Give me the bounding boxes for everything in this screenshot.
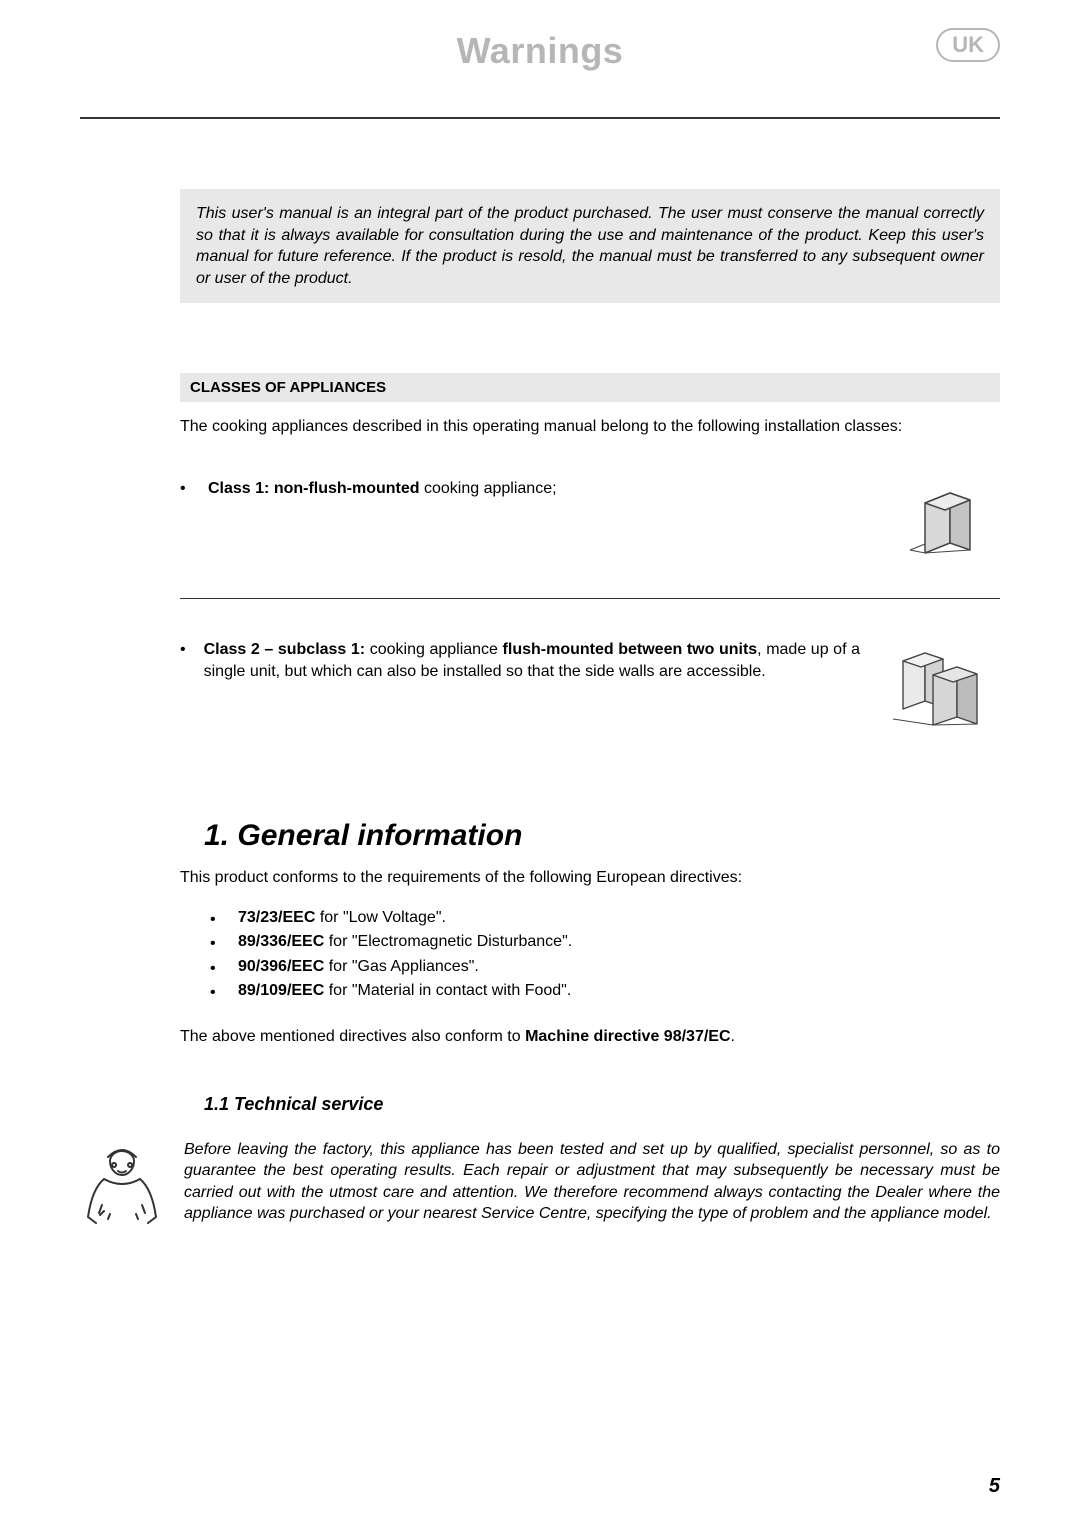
bullet-icon: •: [210, 909, 220, 931]
conform-pre: The above mentioned directives also conf…: [180, 1028, 525, 1045]
class2-bold2: flush-mounted between two units: [503, 641, 758, 658]
directive-code: 73/23/EEC: [238, 909, 315, 926]
chapter-intro: This product conforms to the requirement…: [180, 867, 1000, 889]
manual-notice-box: This user's manual is an integral part o…: [180, 189, 1000, 303]
directive-code: 89/109/EEC: [238, 982, 324, 999]
class2-bold1: Class 2 – subclass 1:: [204, 641, 366, 658]
class1-rest: cooking appliance;: [420, 480, 557, 497]
directive-list: • 73/23/EEC for "Low Voltage". • 89/336/…: [210, 909, 1000, 1004]
class1-line: Class 1: non-flush-mounted cooking appli…: [208, 478, 557, 500]
directive-code: 90/396/EEC: [238, 958, 324, 975]
bullet-icon: •: [210, 958, 220, 980]
directive-line: 89/336/EEC for "Electromagnetic Disturba…: [238, 933, 572, 955]
chapter-title: 1. General information: [204, 819, 1000, 853]
directive-desc: for "Gas Appliances".: [324, 958, 479, 975]
directive-item: • 89/109/EEC for "Material in contact wi…: [210, 982, 1000, 1004]
main-content: This user's manual is an integral part o…: [0, 189, 1080, 1115]
conform-bold: Machine directive 98/37/EC: [525, 1028, 730, 1045]
header-title: Warnings: [457, 30, 624, 72]
directive-desc: for "Low Voltage".: [315, 909, 446, 926]
class1-diagram: [880, 478, 1000, 568]
bullet-icon: •: [180, 639, 186, 682]
technician-icon: [80, 1145, 160, 1235]
class2-diagram: [880, 639, 1000, 739]
bullet-icon: •: [180, 478, 190, 500]
directive-code: 89/336/EEC: [238, 933, 324, 950]
cube-single-icon: [895, 478, 985, 568]
region-badge: UK: [936, 28, 1000, 62]
header-divider: [80, 117, 1000, 119]
page-number: 5: [989, 1475, 1000, 1498]
conform-line: The above mentioned directives also conf…: [180, 1026, 1000, 1048]
directive-line: 90/396/EEC for "Gas Appliances".: [238, 958, 479, 980]
class1-bold: Class 1: non-flush-mounted: [208, 480, 420, 497]
directive-line: 89/109/EEC for "Material in contact with…: [238, 982, 571, 1004]
directive-desc: for "Material in contact with Food".: [324, 982, 571, 999]
directive-item: • 89/336/EEC for "Electromagnetic Distur…: [210, 933, 1000, 955]
directive-line: 73/23/EEC for "Low Voltage".: [238, 909, 446, 931]
class1-text: • Class 1: non-flush-mounted cooking app…: [180, 478, 860, 500]
sub-chapter-title: 1.1 Technical service: [204, 1094, 1000, 1115]
classes-heading: CLASSES OF APPLIANCES: [180, 373, 1000, 402]
class2-line: Class 2 – subclass 1: cooking appliance …: [204, 639, 860, 682]
page-header: Warnings UK: [0, 0, 1080, 92]
class2-row: • Class 2 – subclass 1: cooking applianc…: [180, 639, 1000, 739]
directive-item: • 90/396/EEC for "Gas Appliances".: [210, 958, 1000, 980]
directive-desc: for "Electromagnetic Disturbance".: [324, 933, 572, 950]
class2-mid: cooking appliance: [365, 641, 502, 658]
class2-text: • Class 2 – subclass 1: cooking applianc…: [180, 639, 860, 682]
bullet-icon: •: [210, 982, 220, 1004]
class-divider: [180, 598, 1000, 599]
service-text: Before leaving the factory, this applian…: [184, 1139, 1000, 1225]
directive-item: • 73/23/EEC for "Low Voltage".: [210, 909, 1000, 931]
conform-post: .: [731, 1028, 735, 1045]
classes-intro: The cooking appliances described in this…: [180, 416, 1000, 438]
bullet-icon: •: [210, 933, 220, 955]
cube-double-icon: [885, 639, 995, 739]
service-block: Before leaving the factory, this applian…: [80, 1139, 1000, 1235]
class1-row: • Class 1: non-flush-mounted cooking app…: [180, 478, 1000, 568]
